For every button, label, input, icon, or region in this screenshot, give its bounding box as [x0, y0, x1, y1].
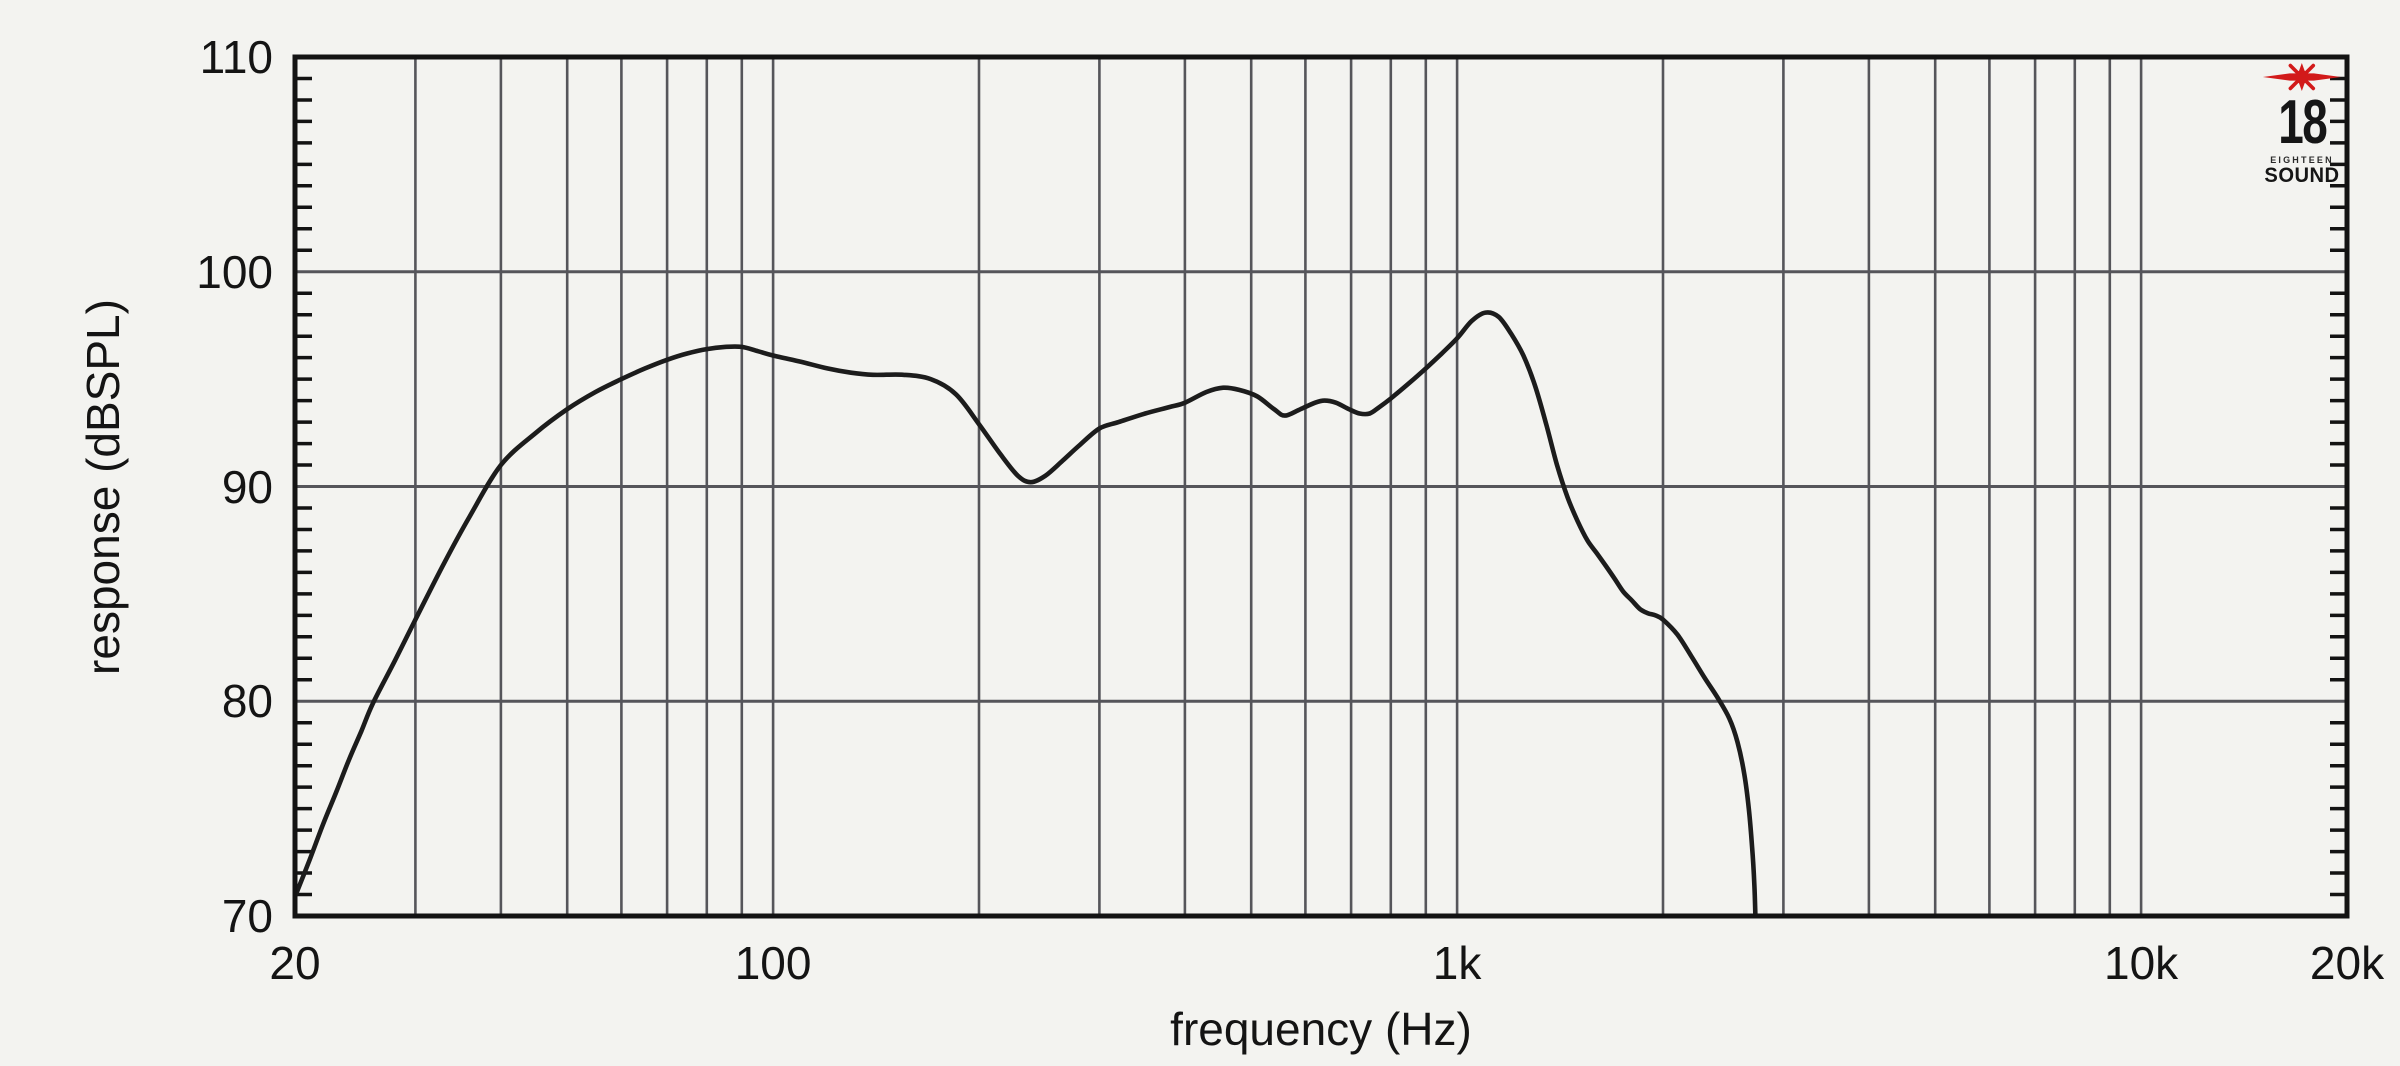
x-tick-label: 1k: [1432, 937, 1482, 989]
x-tick-label: 20k: [2309, 937, 2385, 989]
logo-word-sound: SOUND: [2264, 164, 2340, 188]
eighteen-sound-logo: 18 EIGHTEEN SOUND: [2263, 62, 2341, 186]
plot-border: [292, 54, 2350, 919]
y-tick-label: 110: [199, 31, 273, 83]
x-tick-label: 10k: [2104, 937, 2179, 989]
y-tick-label: 80: [221, 675, 273, 728]
logo-number: 18: [2277, 88, 2328, 157]
x-axis-title: frequency (Hz): [1170, 1003, 1472, 1055]
x-tick-label: 100: [734, 937, 812, 989]
logo-word-eighteen: EIGHTEEN: [2270, 155, 2334, 166]
y-axis-title: response (dBSPL): [77, 299, 129, 675]
y-tick-label: 100: [196, 245, 273, 298]
response-curve: [292, 310, 1758, 919]
starburst-icon: [2263, 63, 2341, 91]
y-tick-label: 90: [221, 460, 273, 513]
y-tick-label: 70: [221, 890, 273, 942]
x-tick-label: 20: [269, 937, 321, 989]
